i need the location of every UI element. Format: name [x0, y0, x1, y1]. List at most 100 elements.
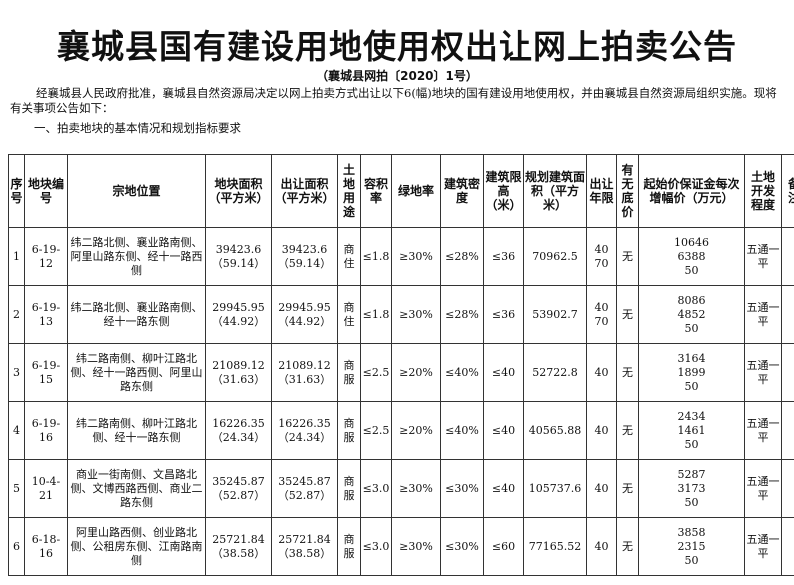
cell-term: 40 — [586, 517, 617, 576]
cell-area: 25721.84 （38.58） — [205, 517, 272, 576]
cell-no: 5 — [8, 459, 25, 518]
cell-term: 40 70 — [586, 227, 617, 286]
cell-green: ≥20% — [391, 343, 441, 402]
cell-use: 商服 — [337, 459, 361, 518]
header-far: 容积率 — [360, 154, 392, 228]
cell-deposit: 8086 4852 50 — [638, 285, 745, 344]
cell-dev: 五通一平 — [744, 227, 782, 286]
cell-height: ≤60 — [483, 517, 524, 576]
cell-green: ≥30% — [391, 517, 441, 576]
cell-area: 35245.87 （52.87） — [205, 459, 272, 518]
cell-density: ≤30% — [440, 517, 484, 576]
cell-reserve: 无 — [616, 401, 639, 460]
cell-no: 4 — [8, 401, 25, 460]
cell-code: 6-18-16 — [24, 517, 68, 576]
cell-dev: 五通一平 — [744, 343, 782, 402]
cell-sell-area: 39423.6 （59.14） — [271, 227, 338, 286]
cell-far: ≤1.8 — [360, 227, 392, 286]
cell-plan-area: 105737.6 — [523, 459, 587, 518]
cell-note — [781, 343, 794, 402]
cell-far: ≤2.5 — [360, 343, 392, 402]
land-parcel-table: 序号 地块编号 宗地位置 地块面积（平方米） 出让面积（平方米） 土地用途 容积… — [8, 154, 794, 576]
cell-note — [781, 517, 794, 576]
cell-location: 纬二路南侧、柳叶江路北侧、经十一路西侧、阿里山路东侧 — [67, 343, 206, 402]
cell-green: ≥20% — [391, 401, 441, 460]
cell-reserve: 无 — [616, 227, 639, 286]
cell-density: ≤28% — [440, 285, 484, 344]
cell-reserve: 无 — [616, 285, 639, 344]
cell-plan-area: 53902.7 — [523, 285, 587, 344]
cell-dev: 五通一平 — [744, 285, 782, 344]
document-number: （襄城县网拍〔2020〕1号） — [316, 69, 478, 83]
cell-no: 2 — [8, 285, 25, 344]
cell-far: ≤3.0 — [360, 459, 392, 518]
cell-height: ≤40 — [483, 401, 524, 460]
cell-term: 40 — [586, 459, 617, 518]
cell-location: 纬二路北侧、襄业路南侧、经十一路东侧 — [67, 285, 206, 344]
cell-far: ≤3.0 — [360, 517, 392, 576]
cell-plan-area: 70962.5 — [523, 227, 587, 286]
cell-no: 3 — [8, 343, 25, 402]
cell-far: ≤1.8 — [360, 285, 392, 344]
cell-area: 21089.12 （31.63） — [205, 343, 272, 402]
cell-density: ≤40% — [440, 401, 484, 460]
cell-location: 纬二路南侧、柳叶江路北侧、经十一路东侧 — [67, 401, 206, 460]
cell-plan-area: 77165.52 — [523, 517, 587, 576]
header-height: 建筑限高（米） — [483, 154, 524, 228]
header-deposit: 起始价保证金每次增幅价（万元） — [638, 154, 745, 228]
cell-code: 6-19-15 — [24, 343, 68, 402]
table-row: 3 6-19-15 纬二路南侧、柳叶江路北侧、经十一路西侧、阿里山路东侧 210… — [8, 343, 794, 402]
cell-reserve: 无 — [616, 517, 639, 576]
cell-plan-area: 52722.8 — [523, 343, 587, 402]
table-row: 5 10-4-21 商业一街南侧、文昌路北侧、文博西路西侧、商业二路东侧 352… — [8, 459, 794, 518]
cell-use: 商服 — [337, 517, 361, 576]
cell-green: ≥30% — [391, 285, 441, 344]
cell-height: ≤36 — [483, 227, 524, 286]
cell-density: ≤28% — [440, 227, 484, 286]
header-area: 地块面积（平方米） — [205, 154, 272, 228]
cell-dev: 五通一平 — [744, 401, 782, 460]
cell-sell-area: 21089.12 （31.63） — [271, 343, 338, 402]
cell-term: 40 70 — [586, 285, 617, 344]
header-reserve: 有无底价 — [616, 154, 639, 228]
cell-density: ≤30% — [440, 459, 484, 518]
cell-far: ≤2.5 — [360, 401, 392, 460]
cell-sell-area: 29945.95 （44.92） — [271, 285, 338, 344]
cell-use: 商住 — [337, 227, 361, 286]
cell-sell-area: 25721.84 （38.58） — [271, 517, 338, 576]
header-green: 绿地率 — [391, 154, 441, 228]
cell-code: 10-4-21 — [24, 459, 68, 518]
table-row: 1 6-19-12 纬二路北侧、襄业路南侧、阿里山路东侧、经十一路西侧 3942… — [8, 227, 794, 286]
cell-deposit: 2434 1461 50 — [638, 401, 745, 460]
header-no: 序号 — [8, 154, 25, 228]
table-header-row: 序号 地块编号 宗地位置 地块面积（平方米） 出让面积（平方米） 土地用途 容积… — [8, 154, 794, 228]
cell-height: ≤40 — [483, 459, 524, 518]
cell-deposit: 3164 1899 50 — [638, 343, 745, 402]
header-code: 地块编号 — [24, 154, 68, 228]
header-use: 土地用途 — [337, 154, 361, 228]
cell-green: ≥30% — [391, 459, 441, 518]
cell-code: 6-19-12 — [24, 227, 68, 286]
cell-location: 阿里山路西侧、创业路北侧、公租房东侧、江南路南侧 — [67, 517, 206, 576]
table-row: 6 6-18-16 阿里山路西侧、创业路北侧、公租房东侧、江南路南侧 25721… — [8, 517, 794, 576]
intro-paragraph: 经襄城县人民政府批准，襄城县自然资源局决定以网上拍卖方式出让以下6(幅)地块的国… — [10, 86, 777, 115]
cell-use: 商住 — [337, 285, 361, 344]
cell-note — [781, 285, 794, 344]
cell-use: 商服 — [337, 343, 361, 402]
cell-location: 商业一街南侧、文昌路北侧、文博西路西侧、商业二路东侧 — [67, 459, 206, 518]
cell-note — [781, 459, 794, 518]
cell-note — [781, 401, 794, 460]
cell-code: 6-19-13 — [24, 285, 68, 344]
page-title: 襄城县国有建设用地使用权出让网上拍卖公告 — [57, 27, 737, 66]
cell-no: 1 — [8, 227, 25, 286]
header-dev: 土地开发程度 — [744, 154, 782, 228]
header-density: 建筑密度 — [440, 154, 484, 228]
header-plan-area: 规划建筑面积（平方米） — [523, 154, 587, 228]
cell-height: ≤40 — [483, 343, 524, 402]
cell-area: 39423.6 （59.14） — [205, 227, 272, 286]
cell-dev: 五通一平 — [744, 517, 782, 576]
cell-reserve: 无 — [616, 459, 639, 518]
cell-sell-area: 35245.87 （52.87） — [271, 459, 338, 518]
cell-code: 6-19-16 — [24, 401, 68, 460]
header-note: 备注 — [781, 154, 794, 228]
